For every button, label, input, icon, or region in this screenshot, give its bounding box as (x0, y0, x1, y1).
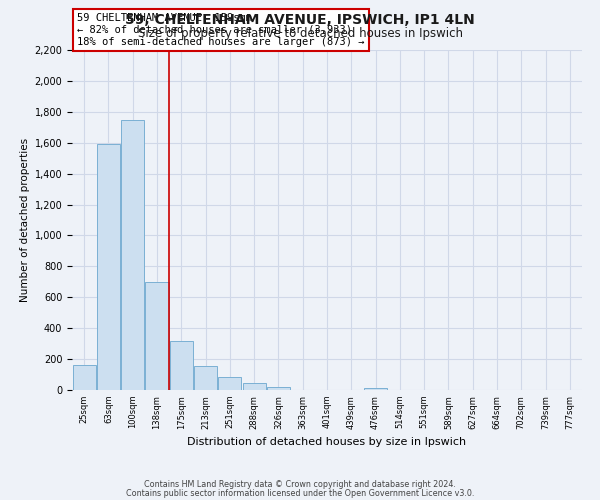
Text: Contains HM Land Registry data © Crown copyright and database right 2024.: Contains HM Land Registry data © Crown c… (144, 480, 456, 489)
X-axis label: Distribution of detached houses by size in Ipswich: Distribution of detached houses by size … (187, 437, 467, 447)
Bar (145, 282, 169, 390)
Bar (267, 387, 290, 390)
Bar (364, 388, 387, 390)
Y-axis label: Number of detached properties: Number of detached properties (20, 138, 30, 302)
Text: Size of property relative to detached houses in Ipswich: Size of property relative to detached ho… (137, 28, 463, 40)
Text: 59 CHELTENHAM AVENUE: 159sqm
← 82% of detached houses are smaller (3,933)
18% of: 59 CHELTENHAM AVENUE: 159sqm ← 82% of de… (77, 14, 365, 46)
Bar (194, 366, 217, 390)
Bar (97, 144, 120, 390)
Bar (170, 342, 193, 390)
Bar (121, 120, 144, 390)
Text: Contains public sector information licensed under the Open Government Licence v3: Contains public sector information licen… (126, 489, 474, 498)
Bar (218, 377, 241, 390)
Text: 59, CHELTENHAM AVENUE, IPSWICH, IP1 4LN: 59, CHELTENHAM AVENUE, IPSWICH, IP1 4LN (125, 12, 475, 26)
Bar (242, 383, 266, 390)
Bar (73, 366, 95, 390)
